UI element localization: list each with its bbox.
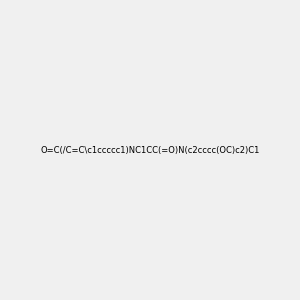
Text: O=C(/C=C\c1ccccc1)NC1CC(=O)N(c2cccc(OC)c2)C1: O=C(/C=C\c1ccccc1)NC1CC(=O)N(c2cccc(OC)c…: [40, 146, 260, 154]
